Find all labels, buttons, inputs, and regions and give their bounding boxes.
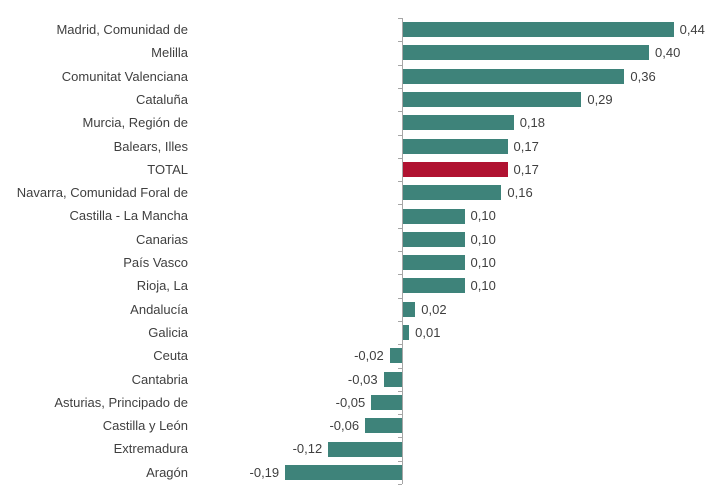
bar: [403, 115, 514, 131]
axis-tick: [398, 157, 402, 159]
category-label: TOTAL: [147, 161, 188, 177]
category-label: Melilla: [151, 45, 188, 61]
category-label: Cataluña: [135, 91, 188, 107]
axis-tick: [398, 41, 402, 43]
axis-tick: [398, 274, 402, 276]
value-label: -0,03: [347, 371, 378, 387]
axis-tick: [398, 64, 402, 66]
value-label: 0,01: [415, 324, 441, 340]
value-label: 0,29: [587, 91, 613, 107]
axis-tick: [398, 437, 402, 439]
axis-tick: [398, 297, 402, 299]
axis-tick: [398, 320, 402, 322]
value-label: 0,36: [630, 68, 656, 84]
axis-tick: [398, 18, 402, 19]
category-label: Extremadura: [113, 441, 188, 457]
value-axis-line: [402, 18, 403, 484]
category-label: Comunitat Valenciana: [61, 68, 188, 84]
value-label: 0,10: [470, 278, 496, 294]
value-label: -0,05: [335, 394, 366, 410]
category-label: Murcia, Región de: [82, 115, 189, 131]
category-label: Navarra, Comunidad Foral de: [16, 185, 188, 201]
value-label: -0,06: [329, 418, 360, 434]
category-label: Castilla y León: [102, 418, 188, 434]
bar: [403, 301, 416, 317]
bar: [403, 22, 674, 38]
bar: [403, 45, 649, 61]
bar: [328, 441, 402, 457]
value-label: 0,16: [507, 185, 533, 201]
category-label: Aragón: [146, 464, 188, 480]
axis-tick: [398, 367, 402, 369]
bar: [403, 208, 465, 224]
category-label: Asturias, Principado de: [54, 394, 188, 410]
category-label: Andalucía: [130, 301, 188, 317]
value-label: -0,19: [249, 464, 280, 480]
axis-tick: [398, 390, 402, 392]
value-label: 0,17: [513, 138, 539, 154]
category-label: País Vasco: [123, 255, 188, 270]
category-label: Ceuta: [153, 348, 188, 364]
bar: [403, 138, 508, 154]
value-label: 0,18: [519, 115, 545, 131]
category-label: Castilla - La Mancha: [69, 208, 189, 224]
value-label: 0,44: [679, 22, 705, 37]
bar: [403, 325, 410, 341]
value-label: 0,10: [470, 208, 496, 224]
axis-tick: [398, 484, 402, 485]
axis-tick: [398, 414, 402, 416]
axis-tick: [398, 227, 402, 229]
category-label: Balears, Illes: [113, 138, 188, 154]
axis-tick: [398, 251, 402, 252]
value-label: 0,02: [421, 301, 447, 317]
axis-tick: [398, 87, 402, 89]
bar: [403, 278, 465, 294]
axis-tick: [398, 181, 402, 183]
axis-tick: [398, 134, 402, 136]
axis-tick: [398, 460, 402, 462]
bar: [389, 348, 402, 364]
bar: [403, 185, 502, 201]
bar: [403, 231, 465, 247]
value-label: 0,10: [470, 231, 496, 247]
bar: [383, 371, 402, 387]
category-label: Canarias: [135, 231, 188, 247]
value-label: 0,17: [513, 161, 539, 177]
bar: [285, 464, 402, 480]
category-label: Galicia: [148, 324, 188, 340]
total-bar: [403, 161, 508, 177]
bar: [371, 394, 402, 410]
value-label: 0,40: [655, 45, 681, 61]
bar: [403, 255, 465, 271]
bar: [365, 418, 402, 434]
axis-tick: [398, 111, 402, 113]
value-label: -0,12: [292, 441, 323, 457]
value-label: -0,02: [354, 348, 384, 364]
bar: [403, 92, 582, 108]
axis-tick: [398, 204, 402, 206]
category-label: Madrid, Comunidad de: [56, 22, 188, 37]
axis-tick: [398, 344, 402, 346]
category-label: Cantabria: [131, 371, 188, 387]
value-label: 0,10: [470, 255, 496, 270]
bar: [403, 68, 625, 84]
category-label: Rioja, La: [136, 278, 188, 294]
